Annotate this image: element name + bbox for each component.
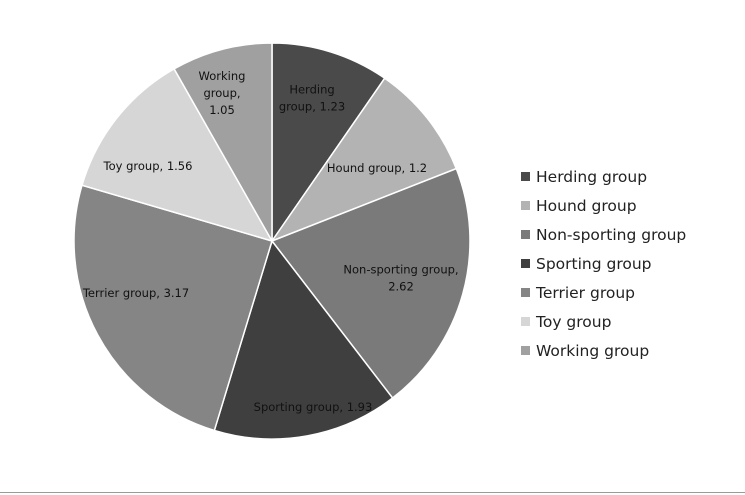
- slice-data-label: Toy group, 1.56: [103, 159, 193, 173]
- legend-label: Sporting group: [536, 254, 652, 273]
- pie-data-labels: Herding group, 1.23 Hound group, 1.2 Non-sp…: [82, 69, 459, 414]
- legend-label: Hound group: [536, 196, 637, 215]
- slice-data-label: Non-sporting group, 2.62: [343, 263, 458, 294]
- legend-swatch: [521, 201, 530, 210]
- pie-slice-working-group: [173, 42, 273, 244]
- bottom-border-line: [0, 492, 745, 493]
- legend-swatch: [521, 172, 530, 181]
- legend-swatch: [521, 230, 530, 239]
- pie-slice-terrier-group: [73, 184, 273, 432]
- slice-data-label: Sporting group, 1.93: [254, 400, 373, 414]
- slice-data-label: Terrier group, 3.17: [82, 286, 189, 300]
- legend-label: Non-sporting group: [536, 225, 687, 244]
- slice-data-label: Herding group, 1.23: [279, 83, 345, 114]
- legend-item-sporting: Sporting group: [521, 249, 686, 278]
- legend-swatch: [521, 346, 530, 355]
- legend-label: Herding group: [536, 167, 648, 186]
- pie-slice-non-sporting-group: [270, 167, 471, 400]
- legend-item-hound: Hound group: [521, 191, 686, 220]
- pie-slices: [73, 42, 471, 440]
- legend-label: Terrier group: [536, 283, 636, 302]
- legend-item-non-sporting: Non-sporting group: [521, 220, 686, 249]
- pie-slice-hound-group: [269, 77, 458, 243]
- pie-slice-toy-group: [81, 67, 274, 243]
- slice-data-label: Hound group, 1.2: [327, 161, 427, 175]
- pie-slice-herding-group: [271, 42, 386, 244]
- pie-slice-sporting-group: [213, 239, 394, 440]
- legend-label: Working group: [536, 341, 650, 360]
- legend-item-herding: Herding group: [521, 162, 686, 191]
- legend-swatch: [521, 288, 530, 297]
- legend: Herding group Hound group Non-sporting g…: [521, 162, 686, 365]
- legend-item-terrier: Terrier group: [521, 278, 686, 307]
- legend-swatch: [521, 317, 530, 326]
- slice-data-label: Working group, 1.05: [199, 69, 246, 117]
- legend-label: Toy group: [536, 312, 612, 331]
- legend-item-toy: Toy group: [521, 307, 686, 336]
- legend-swatch: [521, 259, 530, 268]
- legend-item-working: Working group: [521, 336, 686, 365]
